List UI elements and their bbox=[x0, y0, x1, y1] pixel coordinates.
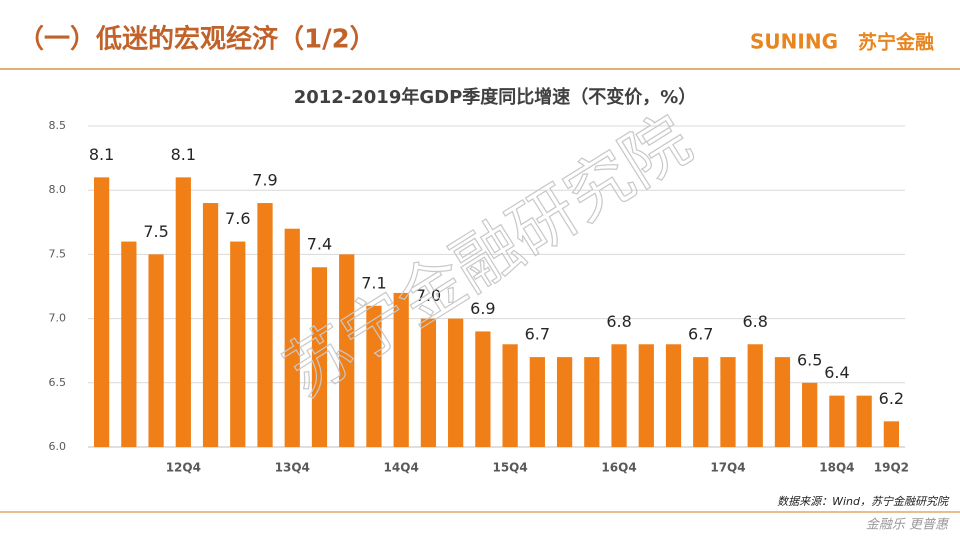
bar bbox=[802, 382, 818, 447]
source-note: 数据来源：Wind，苏宁金融研究院 bbox=[777, 495, 950, 508]
data-label: 6.2 bbox=[879, 389, 904, 408]
y-tick-label: 8.5 bbox=[49, 119, 67, 132]
bar bbox=[502, 344, 518, 447]
y-tick-label: 6.0 bbox=[49, 440, 67, 453]
data-label: 6.4 bbox=[824, 363, 849, 382]
data-label: 6.5 bbox=[797, 350, 822, 369]
bar bbox=[366, 305, 382, 447]
bar bbox=[638, 344, 654, 447]
x-tick-label: 12Q4 bbox=[166, 461, 201, 475]
data-label: 7.0 bbox=[416, 286, 441, 305]
data-label: 6.8 bbox=[742, 312, 767, 331]
bar bbox=[93, 177, 110, 448]
bar bbox=[693, 357, 709, 447]
data-label: 8.1 bbox=[171, 145, 196, 164]
x-tick-label: 17Q4 bbox=[710, 461, 745, 475]
data-label: 7.9 bbox=[252, 171, 277, 190]
bar bbox=[339, 254, 355, 447]
bar bbox=[747, 344, 763, 447]
bar bbox=[475, 331, 491, 447]
chart-title: 2012-2019年GDP季度同比增速（不变价，%） bbox=[294, 86, 697, 108]
data-label: 7.4 bbox=[307, 235, 332, 254]
bar bbox=[720, 357, 736, 447]
slogan: 金融乐 更普惠 bbox=[866, 517, 950, 533]
data-label: 6.9 bbox=[470, 299, 495, 318]
bar bbox=[202, 203, 219, 447]
x-tick-label: 18Q4 bbox=[819, 461, 854, 475]
data-label: 6.7 bbox=[525, 325, 550, 344]
logo-cn: 苏宁金融 bbox=[858, 31, 934, 54]
bar bbox=[393, 292, 409, 447]
bar bbox=[665, 344, 682, 447]
bar bbox=[584, 357, 600, 447]
x-tick-label: 16Q4 bbox=[601, 461, 636, 475]
logo-latin: SUNING bbox=[750, 30, 838, 54]
data-label: 6.7 bbox=[688, 325, 713, 344]
bar bbox=[529, 357, 545, 447]
bar bbox=[175, 177, 191, 448]
bar bbox=[148, 254, 164, 447]
bar bbox=[420, 318, 437, 447]
x-tick-label: 14Q4 bbox=[384, 461, 419, 475]
bar bbox=[121, 241, 137, 447]
bar bbox=[556, 357, 573, 447]
bar bbox=[611, 344, 627, 447]
y-tick-label: 6.5 bbox=[49, 376, 67, 389]
bar bbox=[257, 203, 273, 447]
y-tick-label: 7.5 bbox=[49, 247, 67, 260]
slide-title: （一）低迷的宏观经济（1/2） bbox=[18, 24, 376, 55]
data-label: 7.1 bbox=[361, 273, 386, 292]
data-label: 7.5 bbox=[143, 222, 168, 241]
bar bbox=[448, 318, 464, 447]
bar bbox=[230, 241, 246, 447]
bar bbox=[311, 267, 328, 447]
bar bbox=[829, 395, 845, 447]
y-tick-label: 7.0 bbox=[49, 312, 67, 325]
y-tick-label: 8.0 bbox=[49, 183, 67, 196]
x-tick-label: 19Q2 bbox=[874, 461, 909, 475]
data-label: 8.1 bbox=[89, 145, 114, 164]
bar bbox=[774, 357, 791, 447]
x-tick-label: 15Q4 bbox=[492, 461, 527, 475]
data-label: 7.6 bbox=[225, 209, 250, 228]
bar bbox=[856, 395, 872, 447]
bar bbox=[284, 228, 300, 447]
bar bbox=[883, 421, 900, 447]
x-tick-label: 13Q4 bbox=[275, 461, 310, 475]
data-label: 6.8 bbox=[606, 312, 631, 331]
